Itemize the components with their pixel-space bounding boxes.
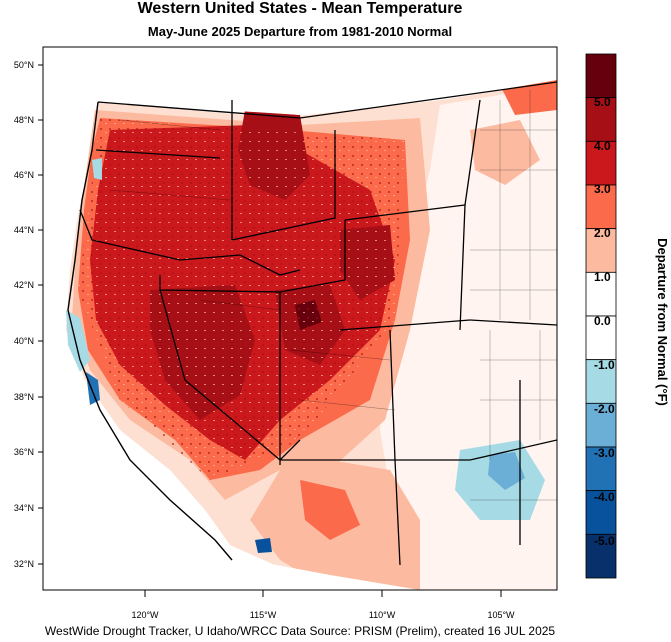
lat-tick-32: 32°N [14,559,43,569]
colorbar-title: Departure from Normal (°F) [655,238,670,406]
lat-tick-46: 46°N [14,170,43,180]
svg-text:120°W: 120°W [131,610,159,620]
area-arizona-warm [300,480,360,540]
colorbar-bin [585,490,617,535]
lat-tick-44: 44°N [14,225,43,235]
latitude-axis: 50°N 48°N 46°N 44°N 42°N 40°N 38°N 36°N … [14,60,43,569]
colorbar-bin [585,359,617,404]
colorbar-tick-labels: 5.0 4.0 3.0 2.0 1.0 0.0 -1.0 -2.0 -3.0 -… [594,95,615,548]
colorbar-bin [585,271,617,317]
colorbar-bin [585,446,617,492]
svg-text:110°W: 110°W [369,610,396,620]
colorbar-label-0: 0.0 [594,314,611,328]
temperature-field [43,47,557,590]
colorbar-label-3: 3.0 [594,182,611,196]
lat-tick-50: 50°N [14,60,43,70]
lat-tick-36: 36°N [14,447,43,457]
area-washington-coast-cool [92,158,102,180]
area-desert-cool-spot [255,538,272,553]
map-subtitle: May-June 2025 Departure from 1981-2010 N… [147,24,453,39]
area-texas-cooler [488,452,525,490]
colorbar-bin [585,402,617,448]
svg-text:48°N: 48°N [14,115,34,125]
lat-tick-38: 38°N [14,392,43,402]
colorbar-label-4: 4.0 [594,139,611,153]
svg-text:115°W: 115°W [250,610,277,620]
state-boundaries [79,81,557,566]
mexico [205,550,420,590]
colorbar-bin [585,533,617,579]
svg-text:44°N: 44°N [14,225,34,235]
colorbar-label-minus3: -3.0 [594,446,615,460]
svg-text:50°N: 50°N [14,60,34,70]
colorbar-label-5: 5.0 [594,95,611,109]
lon-tick-120: 120°W [131,590,159,620]
svg-text:32°N: 32°N [14,559,34,569]
colorbar-label-2: 2.0 [594,226,611,240]
colorbar-bin [585,53,617,99]
lat-tick-40: 40°N [14,336,43,346]
colorbar [585,53,617,579]
longitude-axis: 120°W 115°W 110°W 105°W [131,590,515,620]
field-texture [78,118,405,480]
svg-text:46°N: 46°N [14,170,34,180]
lon-tick-110: 110°W [369,590,396,620]
colorbar-label-minus4: -4.0 [594,490,615,504]
area-dakotas-warm [470,120,540,185]
colorbar-label-minus5: -5.0 [594,534,615,548]
svg-text:105°W: 105°W [487,610,515,620]
lon-tick-105: 105°W [487,590,515,620]
colorbar-label-1: 1.0 [594,270,611,284]
lat-tick-34: 34°N [14,503,43,513]
area-coastal-cool-central [86,372,100,405]
lon-tick-115: 115°W [250,590,277,620]
colorbar-label-minus1: -1.0 [594,358,615,372]
svg-text:42°N: 42°N [14,280,34,290]
pacific-ocean [43,47,230,590]
county-boundaries [109,90,557,501]
svg-text:36°N: 36°N [14,447,34,457]
svg-text:38°N: 38°N [14,392,34,402]
svg-text:34°N: 34°N [14,503,34,513]
lat-tick-48: 48°N [14,115,43,125]
map-frame-border [42,46,558,591]
colorbar-bin [585,184,617,230]
map-title: Western United States - Mean Temperature [137,0,463,17]
pacific-coastline [67,101,233,561]
colorbar-bin [585,315,617,361]
lat-tick-42: 42°N [14,280,43,290]
colorbar-label-minus2: -2.0 [594,402,615,416]
data-source-credit: WestWide Drought Tracker, U Idaho/WRCC D… [44,624,556,638]
svg-text:40°N: 40°N [14,336,34,346]
